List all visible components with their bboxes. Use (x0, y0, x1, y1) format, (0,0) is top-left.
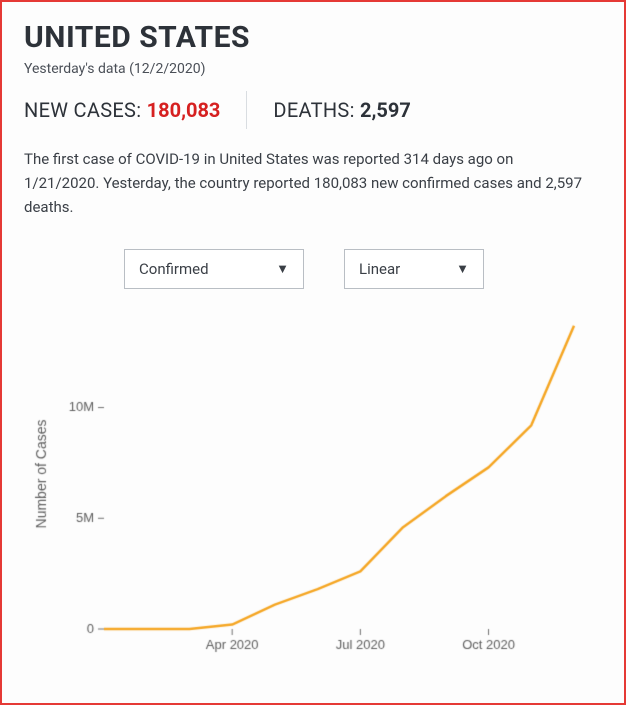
cases-chart (24, 299, 584, 679)
deaths-stat: DEATHS: 2,597 (273, 98, 410, 122)
description-text: The first case of COVID-19 in United Sta… (24, 147, 584, 219)
chart-controls: Confirmed ▼ Linear ▼ (124, 249, 602, 289)
scale-dropdown[interactable]: Linear ▼ (344, 249, 484, 289)
new-cases-stat: NEW CASES: 180,083 (24, 98, 220, 122)
chart-canvas (24, 299, 584, 679)
page-title: UNITED STATES (24, 20, 602, 55)
deaths-label: DEATHS: (273, 98, 360, 122)
deaths-value: 2,597 (360, 98, 411, 122)
date-subtitle: Yesterday's data (12/2/2020) (24, 61, 602, 77)
metric-dropdown-label: Confirmed (139, 260, 209, 278)
new-cases-value: 180,083 (147, 98, 221, 122)
chevron-down-icon: ▼ (456, 261, 469, 277)
stats-card: UNITED STATES Yesterday's data (12/2/202… (0, 0, 626, 705)
chevron-down-icon: ▼ (276, 261, 289, 277)
new-cases-label: NEW CASES: (24, 98, 147, 122)
stat-divider (246, 91, 247, 129)
metric-dropdown[interactable]: Confirmed ▼ (124, 249, 304, 289)
stats-row: NEW CASES: 180,083 DEATHS: 2,597 (24, 91, 602, 129)
scale-dropdown-label: Linear (359, 260, 400, 278)
